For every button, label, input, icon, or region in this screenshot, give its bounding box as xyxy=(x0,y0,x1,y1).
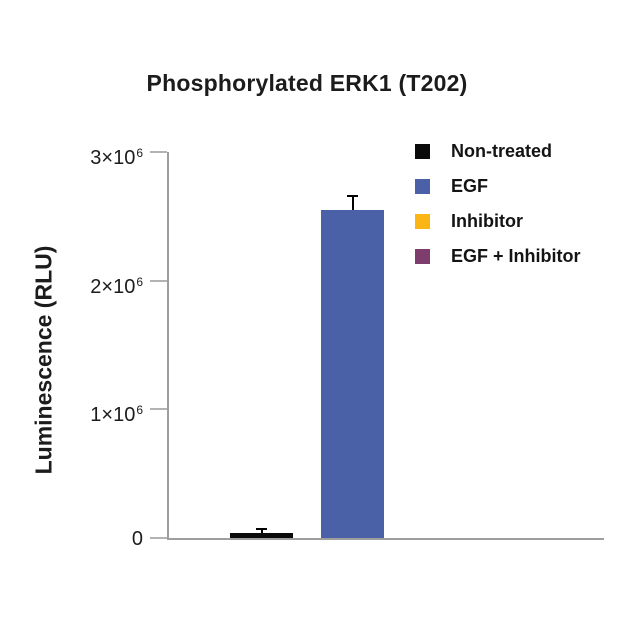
y-tick-label: 3×106 xyxy=(90,146,143,169)
legend-label: EGF + Inhibitor xyxy=(451,246,581,266)
exponent: 6 xyxy=(136,274,143,289)
legend-swatch-inhibitor xyxy=(415,213,430,229)
legend-swatch-egf xyxy=(415,178,430,194)
legend-item-non-treated: Non-treated xyxy=(415,142,581,160)
exponent: 6 xyxy=(136,146,143,160)
y-tick-mark xyxy=(150,151,167,153)
error-bar-cap-egf xyxy=(347,195,358,198)
y-tick-label: 2×106 xyxy=(90,274,143,298)
legend-swatch-non-treated xyxy=(415,143,430,159)
y-axis-line xyxy=(167,152,169,540)
legend-label: EGF xyxy=(451,176,489,196)
error-bar-stem-non-treated xyxy=(260,530,263,533)
x-axis-line xyxy=(167,538,604,540)
legend: Non-treated EGF Inhibitor EGF + Inhibitor xyxy=(415,142,581,265)
legend-label: Non-treated xyxy=(451,141,553,161)
legend-item-egf-inhibitor: EGF + Inhibitor xyxy=(415,247,581,265)
exponent: 6 xyxy=(136,403,143,418)
legend-swatch-egf-inhibitor xyxy=(415,248,430,264)
y-tick-mark xyxy=(150,279,167,282)
y-tick-label: 1×106 xyxy=(90,403,143,427)
y-tick-label: 0 xyxy=(131,528,143,550)
bar-egf xyxy=(321,209,384,538)
bar-non-treated xyxy=(230,532,293,538)
chart-title: Phosphorylated ERK1 (T202) xyxy=(146,70,468,96)
legend-item-egf: EGF xyxy=(415,177,581,195)
y-tick-mark xyxy=(150,408,167,411)
legend-label: Inhibitor xyxy=(451,211,523,231)
y-tick-mark xyxy=(150,537,167,539)
error-bar-stem-egf xyxy=(351,197,354,210)
legend-item-inhibitor: Inhibitor xyxy=(415,212,581,230)
error-bar-cap-non-treated xyxy=(256,528,267,531)
